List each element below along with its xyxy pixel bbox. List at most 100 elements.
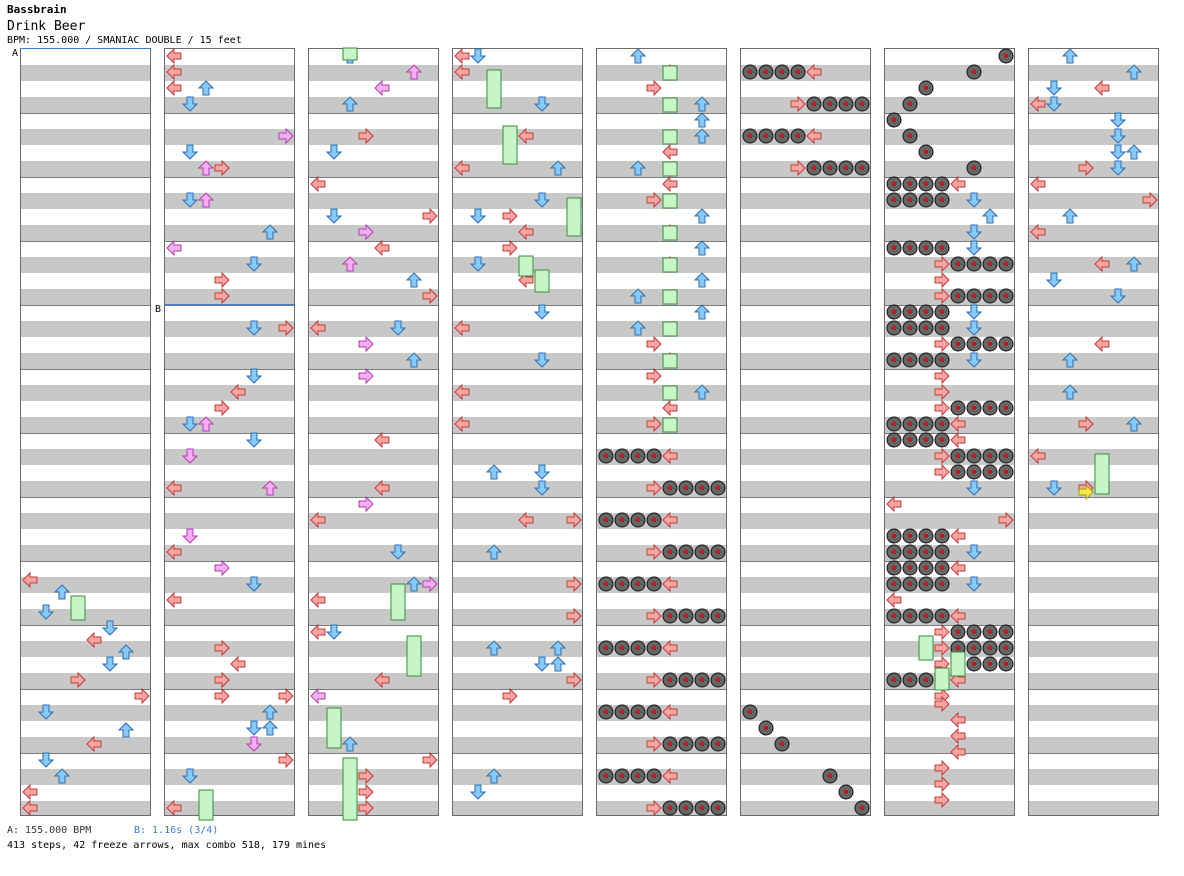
measure-line bbox=[453, 497, 582, 498]
bpm-marker-line bbox=[20, 48, 151, 49]
bpm-marker-label: A bbox=[12, 48, 19, 59]
measure-line bbox=[885, 241, 1014, 242]
measure-line bbox=[165, 241, 294, 242]
stop-legend: B: 1.16s (3/4) bbox=[134, 825, 219, 836]
measure-line bbox=[453, 753, 582, 754]
measure-line bbox=[597, 113, 726, 114]
chart-column-8 bbox=[1028, 48, 1159, 816]
measure-line bbox=[597, 753, 726, 754]
measure-line bbox=[21, 177, 150, 178]
measure-line bbox=[21, 689, 150, 690]
chart-column-1 bbox=[20, 48, 151, 816]
measure-line bbox=[597, 433, 726, 434]
stop-marker-label: B bbox=[155, 304, 162, 315]
measure-line bbox=[597, 177, 726, 178]
measure-line bbox=[885, 625, 1014, 626]
measure-line bbox=[1029, 689, 1158, 690]
measure-line bbox=[885, 369, 1014, 370]
measure-line bbox=[453, 625, 582, 626]
measure-line bbox=[1029, 753, 1158, 754]
chart-info: BPM: 155.000 / SMANIAC DOUBLE / 15 feet bbox=[7, 35, 242, 46]
chart-column-5 bbox=[596, 48, 727, 816]
measure-line bbox=[165, 625, 294, 626]
measure-line bbox=[885, 561, 1014, 562]
measure-line bbox=[453, 561, 582, 562]
measure-line bbox=[453, 305, 582, 306]
measure-line bbox=[741, 753, 870, 754]
measure-line bbox=[309, 305, 438, 306]
measure-line bbox=[597, 625, 726, 626]
measure-line bbox=[741, 625, 870, 626]
measure-line bbox=[597, 305, 726, 306]
measure-line bbox=[741, 113, 870, 114]
measure-line bbox=[453, 689, 582, 690]
measure-line bbox=[597, 561, 726, 562]
measure-line bbox=[1029, 177, 1158, 178]
measure-line bbox=[741, 497, 870, 498]
measure-line bbox=[885, 497, 1014, 498]
measure-line bbox=[741, 305, 870, 306]
measure-line bbox=[21, 241, 150, 242]
measure-line bbox=[21, 305, 150, 306]
measure-line bbox=[1029, 497, 1158, 498]
measure-line bbox=[885, 305, 1014, 306]
measure-line bbox=[885, 689, 1014, 690]
chart-column-4 bbox=[452, 48, 583, 816]
measure-line bbox=[21, 369, 150, 370]
measure-line bbox=[165, 497, 294, 498]
measure-line bbox=[21, 113, 150, 114]
measure-line bbox=[453, 433, 582, 434]
measure-line bbox=[165, 561, 294, 562]
measure-line bbox=[453, 113, 582, 114]
measure-line bbox=[309, 753, 438, 754]
measure-line bbox=[309, 369, 438, 370]
measure-line bbox=[21, 561, 150, 562]
measure-line bbox=[597, 241, 726, 242]
chart-column-7 bbox=[884, 48, 1015, 816]
measure-line bbox=[453, 177, 582, 178]
measure-line bbox=[741, 177, 870, 178]
measure-line bbox=[453, 369, 582, 370]
measure-line bbox=[1029, 369, 1158, 370]
measure-line bbox=[165, 689, 294, 690]
measure-line bbox=[741, 689, 870, 690]
measure-line bbox=[597, 369, 726, 370]
measure-line bbox=[21, 753, 150, 754]
measure-line bbox=[309, 689, 438, 690]
song-artist: Bassbrain bbox=[7, 3, 67, 16]
measure-line bbox=[165, 177, 294, 178]
measure-line bbox=[21, 625, 150, 626]
measure-line bbox=[309, 177, 438, 178]
measure-line bbox=[165, 305, 294, 306]
measure-line bbox=[885, 177, 1014, 178]
measure-line bbox=[741, 369, 870, 370]
stop-marker-line bbox=[164, 304, 295, 305]
measure-line bbox=[21, 433, 150, 434]
measure-line bbox=[885, 113, 1014, 114]
measure-line bbox=[1029, 625, 1158, 626]
measure-line bbox=[885, 433, 1014, 434]
bpm-legend: A: 155.000 BPM bbox=[7, 825, 92, 836]
measure-line bbox=[309, 625, 438, 626]
measure-line bbox=[165, 113, 294, 114]
measure-line bbox=[1029, 561, 1158, 562]
measure-line bbox=[453, 241, 582, 242]
measure-line bbox=[309, 561, 438, 562]
chart-column-3 bbox=[308, 48, 439, 816]
measure-line bbox=[741, 241, 870, 242]
chart-stats: 413 steps, 42 freeze arrows, max combo 5… bbox=[7, 840, 327, 851]
measure-line bbox=[165, 433, 294, 434]
measure-line bbox=[165, 369, 294, 370]
chart-column-6 bbox=[740, 48, 871, 816]
measure-line bbox=[597, 497, 726, 498]
measure-line bbox=[165, 753, 294, 754]
song-title: Drink Beer bbox=[7, 19, 86, 34]
measure-line bbox=[309, 113, 438, 114]
measure-line bbox=[885, 753, 1014, 754]
measure-line bbox=[309, 497, 438, 498]
measure-line bbox=[21, 497, 150, 498]
measure-line bbox=[597, 689, 726, 690]
measure-line bbox=[309, 241, 438, 242]
measure-line bbox=[1029, 241, 1158, 242]
chart-column-2 bbox=[164, 48, 295, 816]
